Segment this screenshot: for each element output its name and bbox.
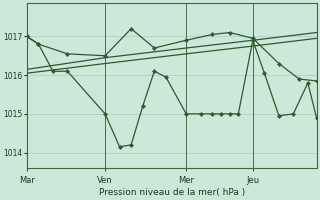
X-axis label: Pression niveau de la mer( hPa ): Pression niveau de la mer( hPa )	[99, 188, 245, 197]
